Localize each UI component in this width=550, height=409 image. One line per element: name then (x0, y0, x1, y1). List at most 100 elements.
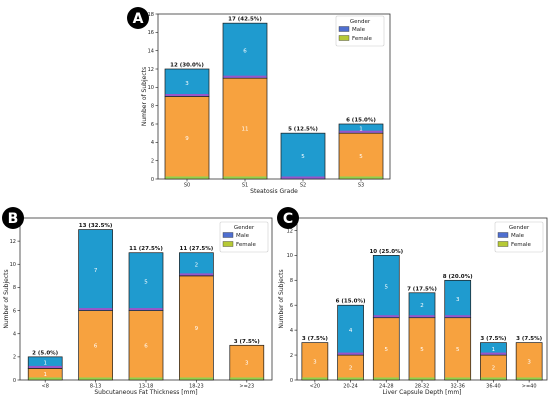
panel-badge (2, 207, 24, 229)
y-tick-label: 18 (148, 12, 154, 18)
segment-label-male: 5 (385, 285, 389, 291)
bar-male-stripe (223, 75, 267, 78)
bar-female (372, 317, 400, 381)
total-label: 5 (12.5%) (288, 127, 318, 133)
x-tick-label: S1 (242, 183, 248, 189)
bar-male (372, 255, 400, 319)
y-tick-label: 4 (151, 140, 154, 146)
bar-male-stripe (79, 308, 113, 311)
total-label: 12 (30.0%) (170, 63, 204, 69)
y-tick-label: 6 (151, 122, 154, 128)
y-tick-label: 10 (10, 262, 16, 268)
legend-title: Gender (350, 19, 371, 25)
segment-label-female: 5 (420, 347, 424, 353)
y-tick-label: 2 (290, 353, 293, 359)
x-tick-label: 18-23 (189, 384, 204, 390)
x-axis-label: Subcutaneous Fat Thickness [mm] (94, 389, 197, 396)
total-label: 7 (17.5%) (407, 286, 437, 292)
x-tick-label: 24-28 (379, 384, 394, 390)
bar-male (78, 229, 113, 311)
panel-badge (127, 7, 149, 29)
x-axis-label: Liver Capsule Depth [mm] (382, 389, 461, 396)
total-label: 3 (7.5%) (234, 339, 261, 345)
x-tick-label: S3 (358, 183, 364, 189)
bar-female-stripe (445, 377, 471, 380)
bar-male (480, 342, 507, 356)
bar-female-stripe (230, 377, 264, 380)
x-tick-label: >=40 (522, 384, 537, 390)
y-tick-label: 0 (290, 378, 293, 384)
y-tick-label: 12 (10, 239, 16, 245)
bar-male-stripe (339, 130, 383, 133)
segment-label-male: 2 (195, 262, 199, 268)
bar-female (164, 96, 210, 180)
legend-swatch-female (222, 241, 234, 247)
segment-label-female: 9 (195, 326, 199, 332)
x-tick-label: S0 (184, 183, 190, 189)
y-tick-label: 14 (148, 48, 154, 54)
x-tick-label: <20 (310, 384, 321, 390)
legend-label-female: Female (236, 242, 257, 248)
segment-label-female: 11 (242, 127, 249, 133)
bar-female (179, 275, 214, 381)
y-tick-label: 2 (151, 158, 154, 164)
segment-label-male: 1 (492, 347, 496, 353)
bar-female (128, 310, 164, 381)
segment-label-female: 5 (385, 347, 389, 353)
bar-male (27, 356, 63, 369)
bar-female (78, 310, 113, 381)
y-tick-label: 4 (290, 328, 293, 334)
panel-letter: B (8, 211, 19, 227)
bar-female (480, 354, 507, 381)
x-tick-label: 13-18 (139, 384, 154, 390)
y-tick-label: 12 (148, 67, 154, 73)
y-tick-label: 0 (151, 177, 154, 183)
bar-female-stripe (409, 377, 435, 380)
total-label: 10 (25.0%) (369, 249, 403, 255)
bar-male (222, 22, 268, 79)
legend-swatch-male (497, 232, 509, 238)
y-tick-label: 8 (151, 103, 154, 109)
x-tick-label: 36-40 (486, 384, 501, 390)
y-axis-label: Number of Subjects (278, 269, 285, 328)
segment-label-female: 3 (313, 359, 317, 365)
total-label: 2 (5.0%) (32, 350, 59, 356)
bar-male (164, 68, 210, 97)
total-label: 3 (7.5%) (302, 336, 329, 342)
x-tick-label: 28-32 (415, 384, 430, 390)
legend: Gender Male Female (335, 15, 385, 47)
segment-label-male: 1 (43, 361, 47, 367)
segment-label-female: 6 (94, 343, 98, 349)
total-label: 6 (15.0%) (346, 118, 376, 124)
bar-female (515, 342, 543, 381)
bar-female-stripe (79, 377, 113, 380)
segment-label-male: 4 (349, 328, 353, 334)
legend: Gender Male Female (494, 221, 544, 253)
bar-male-stripe (129, 308, 163, 311)
bar-female-stripe (28, 377, 62, 380)
bar-female-stripe (480, 377, 507, 380)
y-tick-label: 4 (13, 332, 16, 338)
total-label: 3 (7.5%) (516, 336, 543, 342)
segment-label-female: 1 (43, 372, 47, 378)
legend-label-male: Male (236, 233, 250, 239)
segment-label-male: 2 (420, 303, 424, 309)
bar-female-stripe (339, 176, 383, 179)
segment-label-male: 1 (359, 127, 363, 133)
y-tick-label: 0 (13, 378, 16, 384)
y-tick-label: 8 (13, 285, 16, 291)
legend-swatch-male (338, 26, 350, 32)
legend-swatch-female (338, 35, 350, 41)
x-tick-label: 20-24 (343, 384, 358, 390)
bar-male (128, 252, 164, 311)
segment-label-female: 3 (245, 361, 249, 367)
bar-male (408, 292, 436, 319)
x-tick-label: S2 (300, 183, 306, 189)
bar-male-stripe (409, 315, 435, 318)
segment-label-male: 6 (243, 49, 247, 55)
x-tick-label: 8-13 (90, 384, 101, 390)
bar-female-stripe (165, 176, 209, 179)
x-tick-label: <8 (42, 384, 49, 390)
segment-label-male: 3 (456, 297, 460, 303)
